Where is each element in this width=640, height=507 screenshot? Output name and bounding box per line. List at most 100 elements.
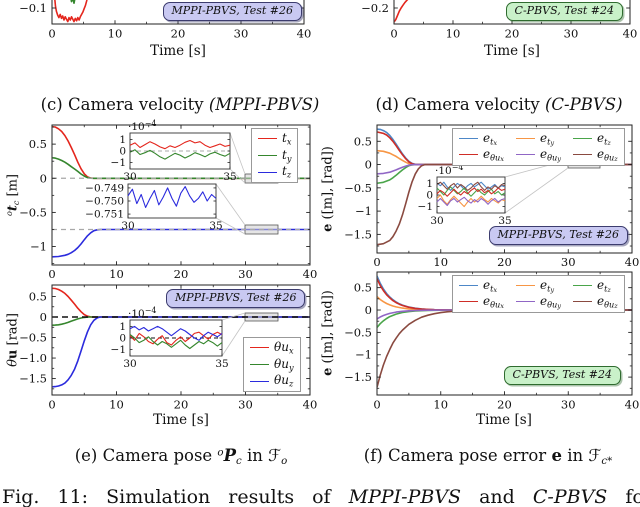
svg-text:30: 30 [430, 215, 443, 227]
legend-line-sample [516, 138, 535, 140]
legend-label: eθuz [597, 293, 618, 310]
legend-entry: etz [573, 278, 618, 294]
svg-text:40: 40 [303, 267, 318, 281]
legend-entry: eθuz [573, 294, 618, 310]
legend-entry: eθuz [573, 147, 618, 163]
legend-label: etx [483, 131, 498, 147]
panel-f1: 0 10 20 30 400.50−0.5−1−1.510−130 35·10−4 [344, 124, 640, 269]
svg-text:0: 0 [373, 398, 380, 412]
frame-symbol: ℱ [268, 446, 282, 465]
legend-line-sample [258, 154, 277, 156]
xlabel-time-c: Time [s] [150, 43, 206, 59]
series-group [394, 0, 409, 23]
svg-text:10: 10 [446, 27, 461, 41]
svg-text:−1: −1 [355, 204, 372, 218]
legend-entry: etz [573, 131, 618, 147]
series-line-erz [377, 163, 632, 246]
svg-text:0: 0 [40, 310, 47, 324]
xlabel-time-d: Time [s] [484, 43, 540, 59]
svg-text:−1.5: −1.5 [344, 227, 372, 241]
svg-text:30: 30 [123, 171, 136, 183]
legend-label: eθuz [597, 146, 618, 163]
subcaption-d: (d) Camera velocity (C-PBVS) [375, 95, 623, 114]
series-line-vx [394, 0, 409, 23]
svg-text:10: 10 [433, 398, 448, 412]
svg-text:−1.0: −1.0 [19, 351, 47, 365]
svg-text:40: 40 [623, 27, 638, 41]
svg-text:−0.750: −0.750 [85, 196, 124, 208]
legend-entry: θux [250, 340, 294, 356]
svg-text:−0.5: −0.5 [344, 181, 372, 195]
svg-text:30: 30 [564, 27, 579, 41]
svg-text:30: 30 [238, 267, 253, 281]
svg-text:0: 0 [40, 171, 47, 185]
series-line-ruz [52, 316, 310, 388]
svg-text:40: 40 [625, 398, 640, 412]
test-badge-cpbvs-d: C-PBVS, Test #24 [505, 2, 623, 21]
svg-text:0: 0 [48, 267, 55, 281]
legend-line-sample [459, 301, 478, 303]
legend-line-sample [573, 301, 593, 303]
ylabel-theta-u: θu [rad] [5, 313, 21, 367]
legend-thetau: θux θuy θuz [243, 337, 301, 392]
zoom-inset: 10−130 35·10−4 [418, 163, 512, 227]
svg-text:−0.2: −0.2 [361, 1, 389, 15]
svg-text:1: 1 [426, 178, 433, 190]
xlabel-time-f: Time [s] [476, 412, 532, 428]
legend-entry: θuy [250, 356, 294, 373]
zoom-inset: 10−130 35·10−4 [111, 119, 237, 183]
svg-text:−0.749: −0.749 [85, 182, 124, 194]
svg-text:−1.5: −1.5 [344, 370, 372, 384]
series-line-ery [377, 309, 632, 320]
svg-text:40: 40 [625, 255, 640, 269]
svg-text:−0.5: −0.5 [344, 325, 372, 339]
inset-scale-factor: ·10−4 [128, 119, 157, 133]
subcaption-c: (c) Camera velocity (MPPI-PBVS) [40, 95, 320, 114]
legend-label: θuy [274, 356, 294, 373]
series-line-vy [70, 0, 76, 5]
legend-label: tx [282, 131, 292, 147]
svg-text:−1.5: −1.5 [19, 372, 47, 386]
legend-label: θux [274, 340, 294, 356]
svg-text:20: 20 [174, 398, 189, 412]
legend-entry: ety [516, 278, 561, 294]
legend-line-sample [459, 138, 478, 140]
svg-text:30: 30 [234, 27, 249, 41]
panel-c: 0 10 20 30 40 −0.1 [19, 0, 311, 41]
svg-text:−0.751: −0.751 [85, 209, 124, 221]
svg-text:−0.5: −0.5 [19, 331, 47, 345]
svg-text:10: 10 [109, 398, 124, 412]
legend-entry: eθuy [516, 294, 561, 310]
svg-text:1: 1 [119, 321, 126, 333]
svg-text:0.5: 0.5 [29, 137, 47, 151]
svg-text:0: 0 [48, 398, 55, 412]
svg-text:10: 10 [433, 255, 448, 269]
zoom-inset: 10−130 35·10−4 [111, 306, 229, 370]
svg-text:20: 20 [174, 267, 189, 281]
svg-text:0: 0 [390, 27, 397, 41]
legend-line-sample [573, 154, 593, 156]
svg-text:20: 20 [505, 27, 520, 41]
legend-entry: tx [258, 131, 291, 147]
panel-d: 0 10 20 30 40 −0.2 [361, 0, 637, 41]
svg-text:30: 30 [123, 358, 136, 370]
test-badge-mppi-f: MPPI-PBVS, Test #26 [488, 226, 628, 245]
legend-entry: ty [258, 148, 291, 163]
legend-pose: tx ty tz [251, 128, 299, 183]
svg-text:40: 40 [303, 398, 318, 412]
svg-text:−1: −1 [418, 201, 433, 213]
xlabel-time-e: Time [s] [153, 412, 209, 428]
legend-label: etz [597, 131, 611, 147]
series-group [54, 0, 88, 23]
panel-f2: 0 10 20 30 40 0.5 0 −0.5 −1 −1.5 [344, 271, 640, 412]
legend-entry: tz [258, 164, 291, 180]
svg-text:0: 0 [119, 333, 126, 345]
svg-text:30: 30 [561, 398, 576, 412]
svg-text:30: 30 [238, 398, 253, 412]
svg-text:−1: −1 [355, 348, 372, 362]
svg-text:0.5: 0.5 [29, 289, 47, 303]
svg-text:35: 35 [209, 220, 222, 232]
svg-text:0.5: 0.5 [354, 281, 372, 295]
legend-line-sample [573, 138, 593, 140]
